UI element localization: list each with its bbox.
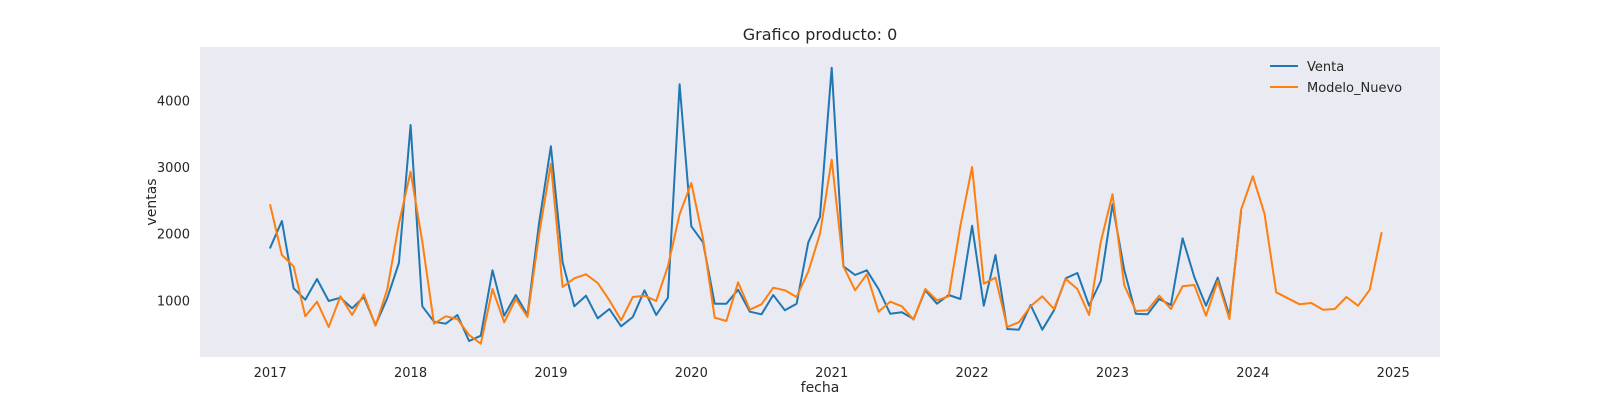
plot-background: [200, 47, 1440, 357]
x-tick-label: 2019: [534, 366, 567, 381]
y-tick-label: 1000: [157, 294, 190, 309]
y-tick-label: 2000: [157, 228, 190, 243]
x-tick-label: 2018: [394, 366, 427, 381]
y-tick-label: 3000: [157, 161, 190, 176]
legend-label: Venta: [1307, 60, 1344, 75]
x-tick-label: 2020: [675, 366, 708, 381]
series-layer: [269, 66, 1383, 345]
legend-label: Modelo_Nuevo: [1307, 81, 1402, 96]
legend: Venta Modelo_Nuevo: [1270, 60, 1402, 96]
y-axis-label: ventas: [144, 178, 160, 225]
series-line-venta: [269, 66, 1243, 342]
x-tick-label: 2023: [1096, 366, 1129, 381]
series-line-modelo-nuevo: [269, 158, 1383, 345]
chart-title: Grafico producto: 0: [743, 25, 898, 44]
x-axis-label: fecha: [801, 380, 840, 396]
x-tick-label: 2024: [1236, 366, 1269, 381]
x-axis-ticks: 2017 2018 2019 2020 2021 2022 2023 2024 2025: [254, 366, 1410, 381]
y-axis-ticks: 1000 2000 3000 4000: [157, 94, 190, 309]
x-tick-label: 2025: [1377, 366, 1410, 381]
x-tick-label: 2021: [815, 366, 848, 381]
x-tick-label: 2022: [956, 366, 989, 381]
x-tick-label: 2017: [254, 366, 287, 381]
y-tick-label: 4000: [157, 94, 190, 109]
